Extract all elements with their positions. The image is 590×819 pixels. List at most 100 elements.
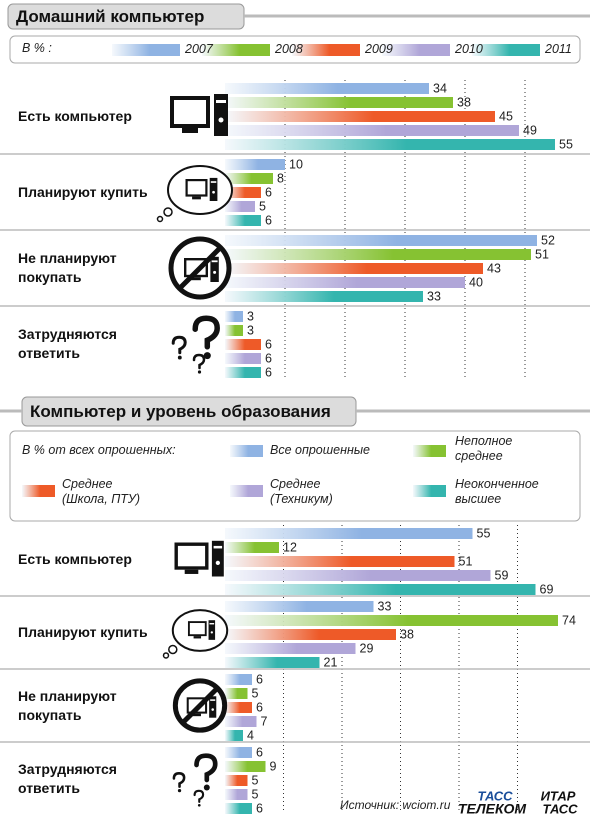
bar [225,187,261,198]
value-label: 51 [535,247,549,261]
icon [211,708,214,711]
legend-swatch [230,485,263,497]
icon [203,784,210,791]
icon [162,652,170,659]
value-label: 6 [265,337,272,351]
value-label: 51 [459,554,473,568]
icon [181,686,219,725]
bar [225,83,429,94]
icon [209,177,218,201]
value-label: 5 [259,199,266,213]
value-label: 6 [265,351,272,365]
value-label: 45 [499,109,513,123]
bar [225,702,252,713]
bar [225,125,519,136]
icon [203,352,211,360]
icon [177,355,182,360]
icon [214,94,228,136]
icon [209,696,217,718]
value-label: 38 [457,95,471,109]
legend-label: 2008 [275,42,303,56]
bar [225,730,243,741]
value-label: 6 [265,365,272,379]
icon [218,117,224,123]
icon [213,545,223,549]
value-label: 7 [261,714,268,728]
legend-swatch [413,445,446,457]
icon [210,181,217,183]
bar [225,173,273,184]
bar [225,311,243,322]
category-label: Не планируют покупать [18,250,117,285]
bar [225,716,257,727]
value-label: 40 [469,275,483,289]
chart-title: Домашний компьютер [16,7,205,26]
bar [225,215,261,226]
value-label: 43 [487,261,501,275]
bar [225,747,252,758]
category-label: Планируют купить [18,183,148,200]
icon [192,713,201,717]
bar [225,657,320,668]
bar [225,601,374,612]
value-label: 6 [256,745,263,759]
legend-swatch [230,445,263,457]
value-label: 74 [562,613,576,627]
value-label: 69 [540,582,554,596]
value-label: 6 [256,700,263,714]
legend-label: Среднее (Техникум) [270,477,333,506]
icon [211,540,224,577]
value-label: 5 [252,686,259,700]
category-label: Затрудняются ответить [18,760,117,796]
value-label: 21 [324,655,338,669]
icon [168,644,178,655]
icon [212,190,215,194]
value-label: 55 [559,137,573,151]
legend-title: В % : [22,41,52,55]
value-label: 10 [289,157,303,171]
legend-swatch [112,44,180,56]
icon [197,803,201,807]
icon [182,128,198,133]
bar [225,803,252,814]
icon [209,623,215,625]
bar [225,263,483,274]
icon [187,181,206,195]
icon [163,207,173,217]
category-label: Планируют купить [18,624,148,640]
bar [225,542,279,553]
icon [192,353,206,370]
value-label: 49 [523,123,537,137]
bar [225,789,248,800]
icon [192,196,201,200]
bar [225,235,537,246]
icon [174,100,206,124]
bar [225,339,261,350]
icon [177,545,206,567]
icon [189,623,205,635]
legend-swatch [202,44,270,56]
logo-text: ТЕЛЕКОМ [458,801,526,817]
value-label: 6 [265,213,272,227]
logo-text: ИТАР [541,788,576,803]
bar [225,584,536,595]
icon [191,277,201,281]
legend-swatch [22,485,55,497]
icon [210,699,216,701]
bar [225,353,261,364]
legend-swatch [472,44,540,56]
icon [171,335,187,355]
logo-text: ТАСС [543,801,579,816]
value-label: 6 [265,185,272,199]
bar [225,139,555,150]
legend-label: Неполное среднее [455,434,513,463]
bar [225,277,465,288]
bar [225,674,252,685]
legend-label: Неоконченное высшее [455,477,539,506]
icon [178,246,222,290]
logo-text: ТАСС [478,788,514,803]
category-label: Затрудняются ответить [18,326,117,361]
category-label: Не планируют покупать [18,687,117,723]
icon [192,315,220,350]
